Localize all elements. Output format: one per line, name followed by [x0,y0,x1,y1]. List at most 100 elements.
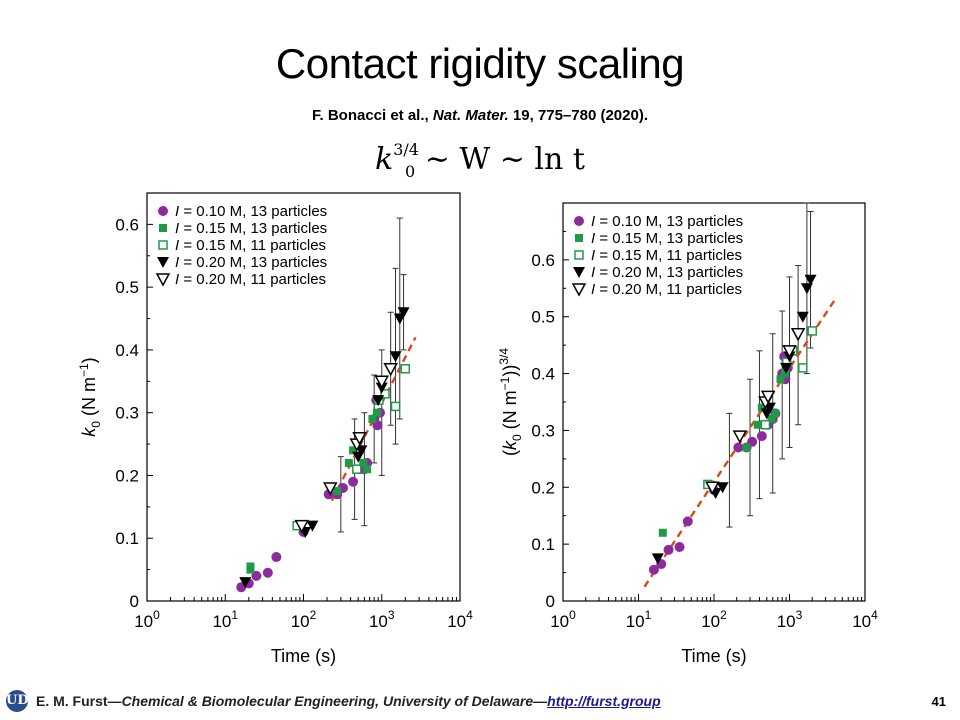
legend-entry: I = 0.10 M, 13 particles [175,203,327,220]
chart-right: 100 101 102 103 104 0 0.1 0.2 0.3 0.4 0.5 0.6 Time (… [497,202,878,666]
series-0 [648,351,793,575]
data-point [239,577,252,589]
series-3 [651,274,817,565]
y-tick-label: 0.3 [531,421,555,440]
data-point [348,476,359,487]
legend-entry: I = 0.15 M, 11 particles [591,247,742,264]
legend-marker [571,283,587,297]
y-tick-label: 0.4 [115,341,139,360]
data-point [674,541,685,552]
x-tick-label: 101 [212,608,238,631]
data-point [246,562,255,571]
data-point [333,487,342,496]
y-axis-label: (k0 (N m−1))3/4 [497,348,524,456]
x-tick-label: 103 [369,608,395,631]
data-point [349,446,358,455]
footer: UD E. M. Furst—Chemical & Biomolecular E… [0,688,960,720]
data-point [359,458,368,467]
data-point [344,458,353,467]
legend-entry: I = 0.20 M, 13 particles [591,264,743,281]
y-tick-label: 0.5 [531,308,555,327]
legend-entry: I = 0.20 M, 11 particles [175,271,326,288]
data-point [368,414,377,423]
data-point [306,520,319,532]
y-tick-label: 0.1 [115,529,139,548]
y-tick-label: 0.2 [531,478,555,497]
equation-exponent: 3/4 [393,140,419,159]
chart-left: 100 101 102 103 104 0 0.1 0.2 0.3 0.4 0.5 0.6 Time (… [77,192,473,666]
y-tick-label: 0 [130,592,139,611]
legend-entry: I = 0.20 M, 13 particles [175,254,327,271]
x-tick-label: 103 [777,608,803,631]
legend-marker [158,240,168,250]
legend-marker [575,234,583,242]
data-point [782,345,797,359]
data-point [372,395,385,407]
legend-marker [158,206,168,216]
data-point [400,364,411,374]
data-point [798,363,808,373]
data-point [742,443,751,452]
y-tick-label: 0.4 [531,365,555,384]
data-point [374,375,390,389]
data-point [733,442,744,453]
data-point [373,408,382,417]
footer-link[interactable]: http://furst.group [547,693,661,709]
x-tick-label: 100 [134,608,160,631]
data-point [663,544,674,555]
legend-marker [155,273,171,287]
data-point [807,326,817,336]
y-tick-label: 0.6 [115,215,139,234]
legend-entry: I = 0.10 M, 13 particles [591,213,743,230]
slide-title: Contact rigidity scaling [275,40,685,87]
series-4 [705,328,806,495]
y-tick-label: 0.2 [115,466,139,485]
legend-entry: I = 0.20 M, 11 particles [591,281,742,298]
y-tick-label: 0.1 [531,535,555,554]
data-point [271,552,282,563]
data-point [760,419,771,430]
data-point [800,283,813,295]
fit-line [330,336,417,502]
data-point [389,351,402,363]
footer-separator-1: — [107,693,122,709]
citation-authors: F. Bonacci et al., [311,107,433,124]
legend-marker [159,224,167,232]
data-point [352,432,367,446]
footer-author: E. M. Furst [36,693,108,709]
equation-rest: ∼ W ∼ ln t [415,142,585,177]
data-point [732,430,748,444]
data-point [705,481,720,495]
x-axis-label: Time (s) [271,646,336,666]
data-point [753,420,762,429]
data-point [323,482,338,496]
y-tick-label: 0 [546,592,555,611]
series-1 [246,408,382,574]
series-4 [294,363,398,534]
legend-marker [574,250,584,260]
data-point [380,389,390,399]
data-point [771,409,780,418]
x-axis-label: Time (s) [681,646,746,666]
footer-separator-2: — [533,693,548,709]
x-tick-label: 102 [291,608,317,631]
data-point [790,328,806,342]
scaling-equation: k3/4 0 ∼ W ∼ ln t [0,140,960,181]
equation-subscript: 0 [404,162,416,181]
series-1 [658,369,789,537]
citation-details: 19, 775–780 (2020). [508,107,648,124]
data-point [383,363,398,377]
citation-journal: Nat. Mater. [432,107,509,124]
data-point [757,403,766,412]
data-point [716,482,729,494]
legend-marker [157,257,169,268]
legend-entry: I = 0.15 M, 13 particles [591,230,743,247]
data-point [760,390,776,404]
legend-entry: I = 0.15 M, 13 particles [175,220,327,237]
data-point [767,415,776,424]
equation-k: k [375,142,394,177]
x-tick-label: 101 [626,608,652,631]
data-point [262,567,273,578]
y-tick-label: 0.3 [115,404,139,423]
data-point [352,464,362,474]
